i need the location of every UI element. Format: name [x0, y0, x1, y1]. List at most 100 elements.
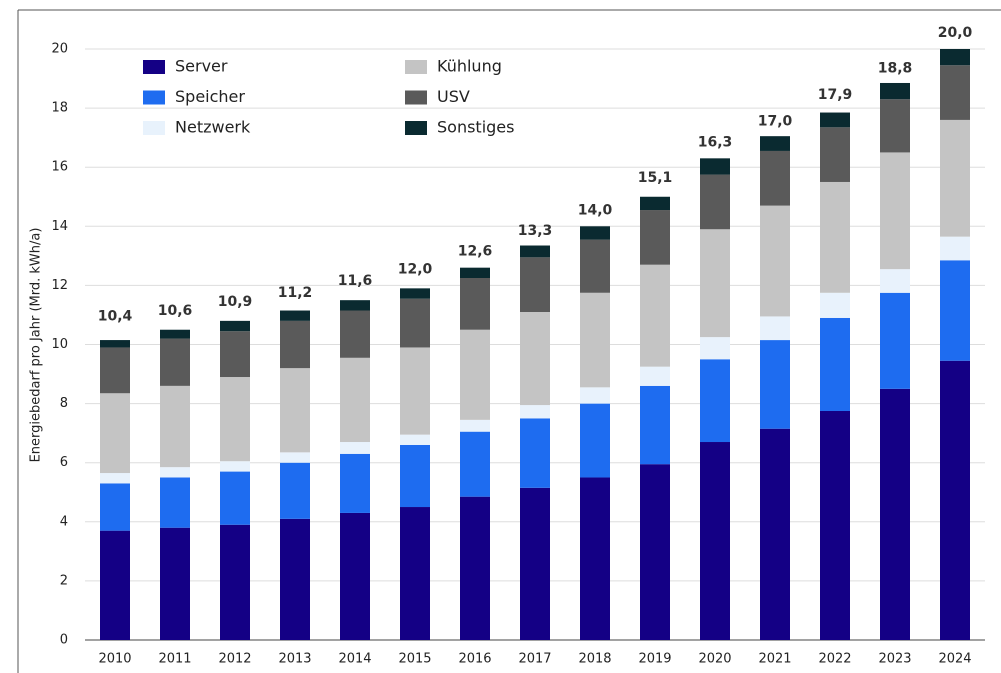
y-tick-label: 4: [60, 514, 68, 529]
total-label: 18,8: [878, 60, 913, 76]
bar-segment: [460, 267, 490, 279]
x-tick-label: 2017: [518, 652, 551, 667]
bar-segment: [340, 310, 370, 358]
y-tick-label: 20: [51, 42, 68, 57]
bar-segment: [700, 174, 730, 230]
bar-segment: [820, 292, 850, 318]
bar-segment: [760, 150, 790, 206]
bar-segment: [100, 347, 130, 394]
bar-segment: [940, 260, 970, 361]
x-tick-label: 2022: [818, 652, 851, 667]
bar-segment: [400, 298, 430, 348]
bar-segment: [340, 512, 370, 640]
bar-segment: [340, 453, 370, 513]
x-tick-label: 2015: [398, 652, 431, 667]
total-label: 15,1: [638, 170, 673, 186]
total-label: 10,6: [158, 303, 193, 319]
x-tick-label: 2011: [158, 652, 191, 667]
bar-segment: [820, 410, 850, 640]
x-tick-label: 2023: [878, 652, 911, 667]
x-tick-label: 2018: [578, 652, 611, 667]
bar-segment: [940, 65, 970, 120]
total-label: 16,3: [698, 134, 733, 150]
legend-label: Netzwerk: [175, 118, 251, 137]
bar-segment: [700, 442, 730, 640]
bar-segment: [160, 338, 190, 386]
bar-segment: [880, 388, 910, 640]
y-tick-label: 2: [60, 573, 68, 588]
legend-label: Kühlung: [437, 57, 502, 76]
legend-label: Speicher: [175, 87, 245, 106]
bar-segment: [640, 196, 670, 211]
bar-segment: [700, 337, 730, 360]
bar-segment: [820, 127, 850, 182]
x-tick-label: 2016: [458, 652, 491, 667]
legend-swatch: [143, 90, 165, 105]
bar-segment: [340, 357, 370, 443]
bar-segment: [520, 245, 550, 258]
bar-segment: [520, 257, 550, 312]
bar-segment: [100, 483, 130, 531]
bar-segment: [220, 471, 250, 525]
total-label: 13,3: [518, 223, 553, 239]
bar-segment: [460, 329, 490, 420]
bar-segment: [220, 524, 250, 640]
bar-segment: [820, 181, 850, 293]
bar-segment: [520, 311, 550, 406]
bar-segment: [220, 377, 250, 462]
bar-segment: [940, 360, 970, 640]
total-label: 12,0: [398, 261, 433, 277]
bar-segment: [640, 385, 670, 465]
bar-segment: [640, 366, 670, 386]
bar-segment: [520, 487, 550, 640]
total-label: 12,6: [458, 244, 493, 260]
bar-segment: [100, 473, 130, 484]
bar-segment: [880, 99, 910, 153]
bar-segment: [880, 152, 910, 270]
bar-segment: [580, 403, 610, 478]
x-tick-label: 2024: [938, 652, 971, 667]
bar-segment: [400, 507, 430, 640]
bar-segment: [100, 530, 130, 640]
bar-segment: [280, 310, 310, 321]
bar-segment: [280, 518, 310, 640]
bar-segment: [760, 205, 790, 317]
x-tick-label: 2021: [758, 652, 791, 667]
y-tick-label: 14: [51, 219, 68, 234]
bar-segment: [580, 239, 610, 293]
y-tick-label: 0: [60, 633, 68, 648]
y-tick-label: 8: [60, 396, 68, 411]
legend-swatch: [143, 60, 165, 74]
bar-segment: [460, 431, 490, 497]
legend-swatch: [143, 121, 165, 135]
bar-segment: [580, 226, 610, 240]
y-tick-label: 10: [51, 337, 68, 352]
bar-segment: [700, 229, 730, 338]
bar-segment: [580, 387, 610, 404]
bar-segment: [460, 496, 490, 640]
total-label: 17,0: [758, 114, 793, 130]
bar-segment: [880, 269, 910, 293]
bar-segment: [280, 320, 310, 369]
bar-segment: [760, 428, 790, 640]
x-tick-label: 2010: [98, 652, 131, 667]
bar-segment: [160, 467, 190, 478]
bar-segment: [220, 331, 250, 378]
total-label: 17,9: [818, 87, 853, 103]
x-tick-label: 2014: [338, 652, 371, 667]
bar-segment: [280, 462, 310, 519]
bar-segment: [700, 359, 730, 443]
y-axis-label: Energiebedarf pro Jahr (Mrd. kWh/a): [29, 228, 44, 463]
bar-segment: [820, 317, 850, 411]
bar-segment: [340, 300, 370, 311]
total-label: 11,2: [278, 285, 313, 301]
y-tick-label: 12: [51, 278, 68, 293]
bar-segment: [880, 292, 910, 389]
total-label: 10,4: [98, 309, 133, 325]
legend-swatch: [405, 90, 427, 105]
bar-segment: [400, 434, 430, 445]
bar-segment: [220, 320, 250, 332]
legend-label: Server: [175, 57, 228, 76]
bar-segment: [160, 385, 190, 468]
